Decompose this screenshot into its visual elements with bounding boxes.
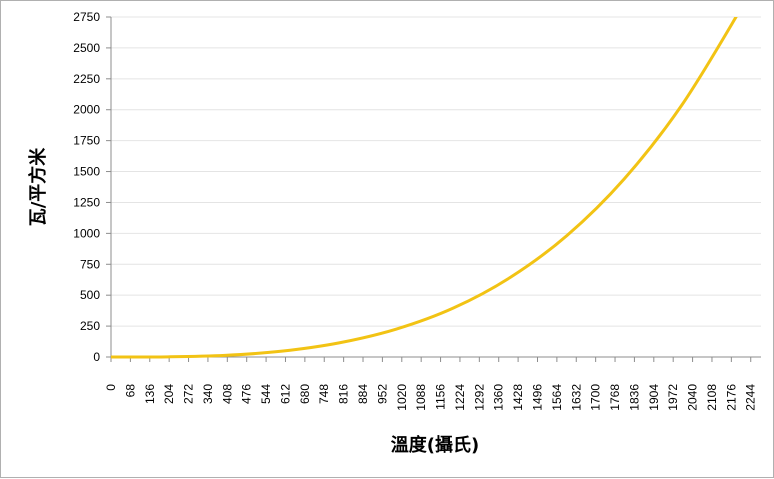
y-tick-label: 1250 [73, 195, 100, 209]
x-tick-label: 884 [356, 384, 370, 404]
x-tick-label: 136 [143, 384, 157, 404]
x-tick-label: 680 [298, 384, 312, 404]
gridlines [111, 16, 761, 327]
x-tick-label: 408 [220, 384, 234, 404]
y-axis-title: 瓦/平方米 [27, 147, 49, 227]
y-tick-label: 1000 [73, 226, 100, 240]
series-line [111, 17, 738, 359]
x-tick-label: 1020 [395, 384, 409, 411]
x-tick-label: 1496 [530, 384, 544, 411]
y-tick-label: 0 [93, 350, 100, 364]
x-tick-label: 1972 [666, 384, 680, 411]
y-tick-label: 2750 [73, 10, 100, 24]
x-tick-label: 952 [375, 384, 389, 404]
x-tick-label: 340 [201, 384, 215, 404]
x-tick-label: 1632 [569, 384, 583, 411]
y-tick-label: 1500 [73, 165, 100, 179]
y-tick-label: 2000 [73, 103, 100, 117]
x-tick-label: 1564 [550, 384, 564, 411]
x-tick-label: 476 [240, 384, 254, 404]
x-tick-label: 1700 [589, 384, 603, 411]
x-tick-label: 2108 [705, 384, 719, 411]
x-tick-label: 2040 [686, 384, 700, 411]
y-axis-ticks: 0 250 500 750 1000 1250 1500 1750 2000 2250 2500 27… [73, 10, 111, 364]
y-tick-label: 1750 [73, 134, 100, 148]
x-tick-label: 544 [259, 384, 273, 404]
x-axis-title: 溫度(攝氏) [391, 434, 479, 456]
y-tick-label: 2500 [73, 41, 100, 55]
y-tick-label: 2250 [73, 72, 100, 86]
y-tick-label: 250 [80, 319, 100, 333]
x-tick-label: 1224 [453, 384, 467, 411]
x-tick-label: 1428 [511, 384, 525, 411]
y-tick-label: 750 [80, 257, 100, 271]
x-tick-label: 1292 [472, 384, 486, 411]
x-axis-ticks: 0 68 136 204 272 340 408 476 544 612 680 748 816 884 9… [104, 357, 758, 411]
x-tick-label: 612 [278, 384, 292, 404]
x-tick-label: 1836 [627, 384, 641, 411]
x-tick-label: 1156 [434, 384, 448, 410]
x-tick-label: 204 [162, 384, 176, 404]
x-tick-label: 0 [104, 384, 118, 391]
axes [110, 17, 761, 358]
x-tick-label: 1768 [608, 384, 622, 411]
x-tick-label: 68 [123, 384, 137, 398]
series-group [111, 17, 738, 359]
x-tick-label: 816 [337, 384, 351, 404]
x-tick-label: 2244 [744, 384, 758, 411]
x-tick-label: 748 [317, 384, 331, 404]
x-tick-label: 1904 [647, 384, 661, 411]
x-tick-label: 1360 [492, 384, 506, 411]
y-tick-label: 500 [80, 288, 100, 302]
x-tick-label: 1088 [414, 384, 428, 411]
x-tick-label: 272 [182, 384, 196, 404]
x-tick-label: 2176 [724, 384, 738, 411]
